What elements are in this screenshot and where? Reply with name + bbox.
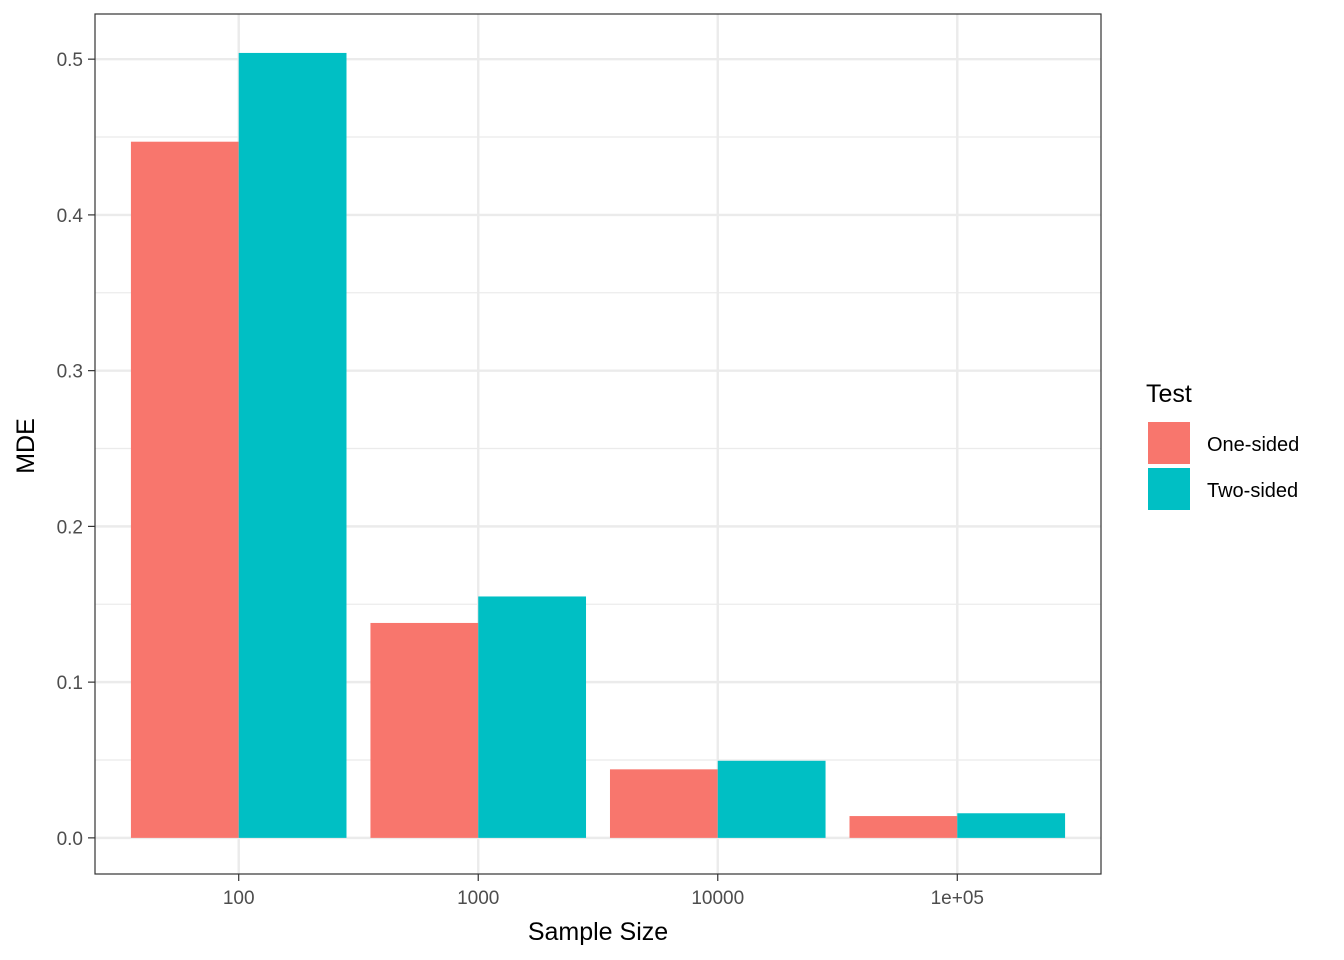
- bar-two-sided-100: [238, 52, 347, 838]
- y-axis-ticks: 0.0 0.1 0.2 0.3 0.4 0.5: [57, 50, 95, 850]
- bars: [130, 52, 1066, 838]
- x-tick-label: 1e+05: [931, 888, 984, 909]
- y-tick-label: 0.4: [57, 206, 84, 227]
- y-tick-label: 0.3: [57, 362, 83, 383]
- legend-title: Test: [1146, 380, 1192, 408]
- legend: Test One-sided Two-sided: [1146, 380, 1299, 510]
- bar-one-sided-1000: [370, 622, 479, 838]
- legend-items: One-sided Two-sided: [1148, 422, 1299, 510]
- x-axis-title: Sample Size: [528, 918, 668, 946]
- bar-one-sided-10000: [609, 769, 718, 838]
- x-tick-label: 1000: [457, 888, 499, 909]
- bar-two-sided-10000: [717, 760, 826, 838]
- bar-one-sided-100: [130, 141, 239, 838]
- x-tick-label: 10000: [691, 888, 744, 909]
- bar-two-sided-1000: [478, 596, 587, 838]
- y-tick-label: 0.1: [57, 673, 83, 694]
- legend-label-two-sided: Two-sided: [1207, 480, 1298, 502]
- bar-one-sided-1e-05: [849, 816, 958, 838]
- plot-panel-border: [94, 13, 1102, 875]
- bar-two-sided-1e-05: [957, 813, 1066, 838]
- y-tick-label: 0.5: [57, 50, 83, 71]
- y-tick-label: 0.2: [57, 517, 83, 538]
- legend-swatch-one-sided: [1148, 422, 1190, 464]
- y-axis-title: MDE: [12, 418, 40, 474]
- x-tick-label: 100: [223, 888, 255, 909]
- legend-swatch-two-sided: [1148, 468, 1190, 510]
- legend-label-one-sided: One-sided: [1207, 434, 1299, 456]
- y-tick-label: 0.0: [57, 829, 83, 850]
- x-axis-ticks: 100 1000 10000 1e+05: [223, 874, 984, 909]
